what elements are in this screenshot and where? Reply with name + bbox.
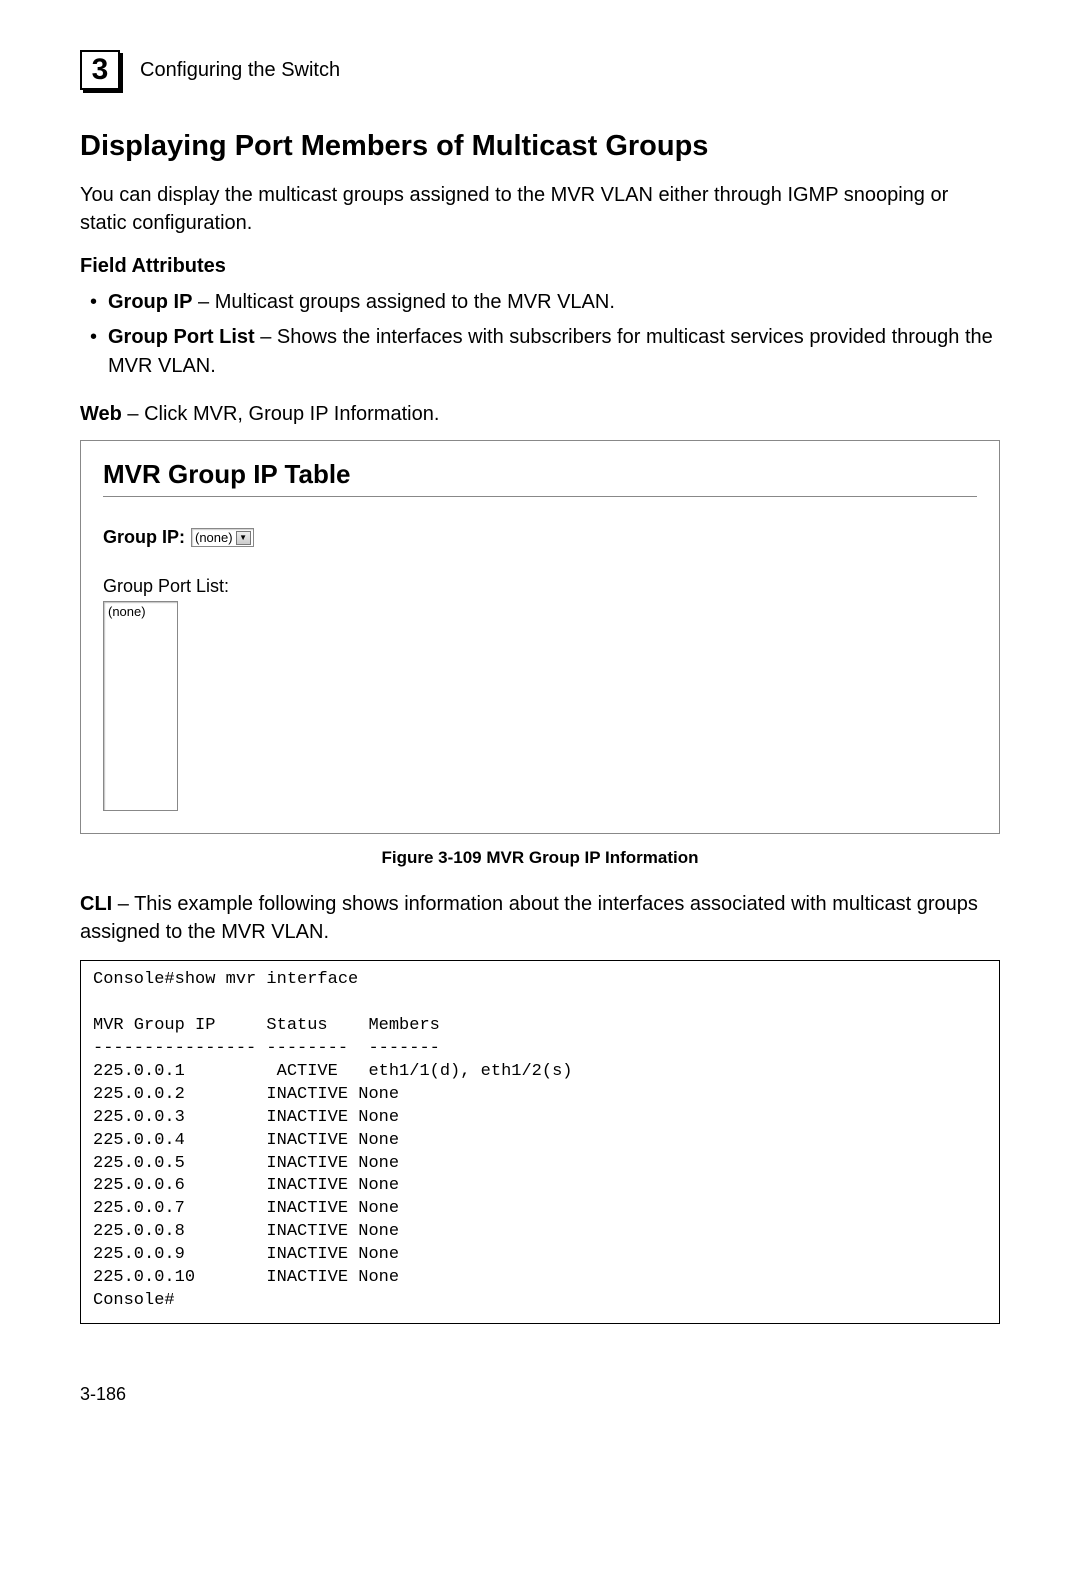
port-list-label: Group Port List: (103, 576, 977, 597)
attr-term: Group Port List (108, 326, 255, 348)
group-ip-label: Group IP: (103, 527, 185, 548)
list-item: Group IP – Multicast groups assigned to … (80, 288, 1000, 317)
chevron-down-icon: ▼ (236, 531, 251, 545)
web-rest: – Click MVR, Group IP Information. (122, 403, 440, 425)
list-item: Group Port List – Shows the interfaces w… (80, 323, 1000, 381)
section-intro: You can display the multicast groups ass… (80, 181, 1000, 237)
cli-output: Console#show mvr interface MVR Group IP … (93, 969, 987, 1313)
group-port-listbox[interactable]: (none) (103, 601, 178, 811)
listbox-value: (none) (108, 604, 146, 619)
chapter-number: 3 (92, 53, 109, 87)
section-title: Displaying Port Members of Multicast Gro… (80, 130, 1000, 163)
mvr-table-title: MVR Group IP Table (103, 459, 977, 490)
cli-rest: – This example following shows informati… (80, 893, 978, 943)
field-attributes-heading: Field Attributes (80, 255, 1000, 278)
divider (103, 496, 977, 497)
web-prefix: Web (80, 403, 122, 425)
group-ip-row: Group IP: (none) ▼ (103, 527, 977, 548)
mvr-screenshot-box: MVR Group IP Table Group IP: (none) ▼ Gr… (80, 440, 1000, 834)
page-number: 3-186 (80, 1384, 1000, 1405)
web-instruction: Web – Click MVR, Group IP Information. (80, 403, 1000, 426)
chapter-number-box: 3 (80, 50, 120, 90)
chapter-title: Configuring the Switch (140, 59, 340, 82)
group-ip-dropdown[interactable]: (none) ▼ (191, 528, 254, 547)
field-attributes-list: Group IP – Multicast groups assigned to … (80, 288, 1000, 381)
cli-prefix: CLI (80, 893, 112, 915)
cli-intro: CLI – This example following shows infor… (80, 890, 1000, 946)
dropdown-value: (none) (195, 530, 233, 545)
figure-caption: Figure 3-109 MVR Group IP Information (80, 848, 1000, 868)
cli-output-box: Console#show mvr interface MVR Group IP … (80, 960, 1000, 1324)
attr-desc: – Multicast groups assigned to the MVR V… (192, 291, 614, 313)
attr-term: Group IP (108, 291, 192, 313)
chapter-header: 3 Configuring the Switch (80, 50, 1000, 90)
